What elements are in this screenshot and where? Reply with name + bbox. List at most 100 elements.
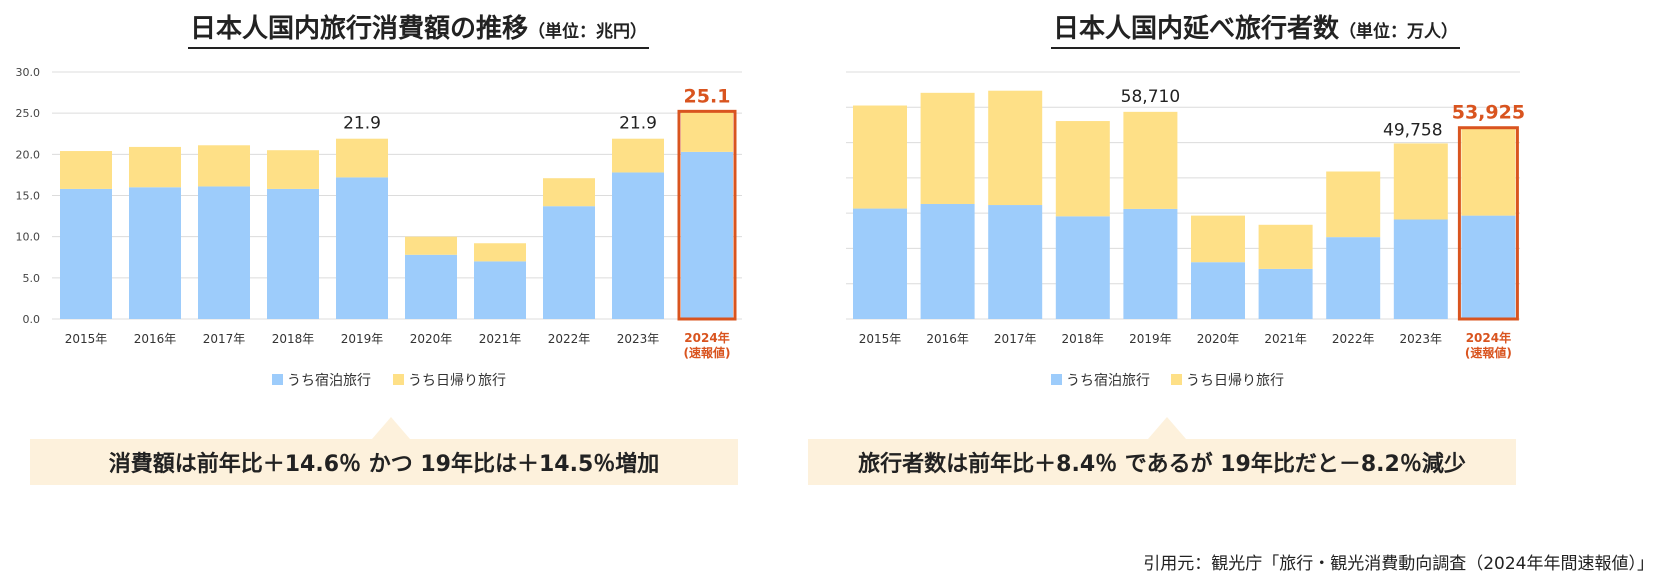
spending-x-tick-label: 2015年: [65, 332, 108, 346]
travelers-x-tick-label: 2015年: [859, 332, 902, 346]
travelers-x-tick-label: 2020年: [1197, 332, 1240, 346]
spending-bar-overnight: [336, 177, 388, 319]
travelers-data-label: 53,925: [1452, 102, 1525, 124]
spending-bar-daytrip: [60, 151, 112, 189]
spending-x-tick-label: 2023年: [617, 332, 660, 346]
travelers-x-tick-label: 2019年: [1129, 332, 1172, 346]
travelers-bar-overnight: [1393, 219, 1448, 319]
travelers-bar-daytrip: [1055, 121, 1110, 217]
travelers-bar-daytrip: [920, 92, 975, 204]
spending-legend-label: うち日帰り旅行: [408, 372, 506, 389]
spending-bar-overnight: [198, 186, 250, 319]
travelers-bar-overnight: [920, 203, 975, 319]
spending-bar-overnight: [405, 254, 457, 319]
spending-bar-daytrip: [405, 236, 457, 255]
spending-y-tick-label: 5.0: [23, 272, 41, 285]
travelers-x-tick-label: 2024年: [1466, 330, 1511, 345]
spending-x-tick-label: 2019年: [341, 332, 384, 346]
travelers-chart-title: 日本人国内延べ旅行者数（単位：万人）: [837, 8, 1674, 49]
travelers-x-tick-label: 2023年: [1400, 332, 1443, 346]
spending-title-unit: （単位：兆円）: [528, 22, 647, 42]
travelers-legend-label: うち日帰り旅行: [1186, 372, 1284, 389]
spending-chart-title: 日本人国内旅行消費額の推移（単位：兆円）: [0, 8, 837, 49]
travelers-bar-daytrip: [988, 90, 1043, 206]
spending-bar-overnight: [543, 206, 595, 319]
spending-y-tick-label: 15.0: [16, 190, 41, 203]
travelers-bar-overnight: [1326, 237, 1381, 319]
spending-panel: 日本人国内旅行消費額の推移（単位：兆円） 0.0 5.0 10.0 15.0 20.0 2…: [0, 8, 837, 485]
travelers-x-tick-label: 2022年: [1332, 332, 1375, 346]
spending-x-tick-label: (速報値): [684, 345, 731, 360]
travelers-bar-daytrip: [1326, 171, 1381, 238]
travelers-x-tick-label: 2018年: [1062, 332, 1105, 346]
travelers-bar-overnight: [1123, 208, 1178, 319]
travelers-x-tick-label: 2017年: [994, 332, 1037, 346]
travelers-title-unit: （単位：万人）: [1339, 22, 1458, 42]
travelers-bar-overnight: [1055, 216, 1110, 319]
spending-bar-daytrip: [612, 138, 664, 173]
spending-title-text: 日本人国内旅行消費額の推移: [189, 14, 528, 44]
travelers-legend-swatch-daytrip: [1171, 374, 1182, 385]
spending-bar-daytrip: [129, 146, 181, 188]
travelers-bar-overnight: [988, 205, 1043, 319]
spending-x-tick-label: 2020年: [410, 332, 453, 346]
spending-bar-overnight: [267, 188, 319, 319]
travelers-bar-chart: 010,00020,00030,00040,00050,00060,00070,…: [846, 71, 1525, 389]
spending-y-tick-label: 30.0: [16, 66, 41, 79]
travelers-highlight-frame: [1457, 126, 1519, 321]
spending-bar-daytrip: [198, 145, 250, 187]
spending-data-label: 21.9: [619, 114, 657, 134]
spending-bar-overnight: [612, 172, 664, 319]
spending-bar-daytrip: [543, 178, 595, 207]
spending-legend-label: うち宿泊旅行: [287, 372, 371, 389]
spending-data-label: 21.9: [343, 114, 381, 134]
travelers-callout-notch: [1148, 417, 1186, 439]
spending-bar-daytrip: [267, 150, 319, 189]
travelers-legend-swatch-overnight: [1051, 374, 1062, 385]
travelers-bar-overnight: [1461, 215, 1516, 319]
spending-callout-notch: [372, 417, 410, 439]
source-citation: 引用元：観光庁「旅行・観光消費動向調査（2024年年間速報値）」: [1143, 554, 1654, 574]
spending-highlight-frame: [677, 109, 737, 321]
travelers-bar-daytrip: [853, 105, 907, 209]
travelers-legend-label: うち宿泊旅行: [1066, 372, 1150, 389]
spending-bar-daytrip: [474, 243, 526, 262]
travelers-bar-daytrip: [1461, 128, 1516, 216]
spending-x-tick-label: 2021年: [479, 332, 522, 346]
spending-bar-overnight: [681, 151, 733, 319]
spending-bar-overnight: [60, 188, 112, 319]
spending-bar-chart: 0.0 5.0 10.0 15.0 20.0 25.0 30.0 2015年 2016年 2017…: [16, 66, 742, 389]
spending-x-tick-label: 2024年: [684, 330, 729, 345]
travelers-bar-daytrip: [1191, 215, 1245, 263]
spending-bar-daytrip: [681, 112, 733, 152]
spending-data-label: 25.1: [684, 85, 731, 107]
travelers-x-tick-label: (速報値): [1465, 345, 1512, 360]
spending-y-tick-label: 10.0: [16, 231, 41, 244]
spending-x-tick-label: 2016年: [134, 332, 177, 346]
travelers-x-tick-label: 2021年: [1264, 332, 1307, 346]
spending-x-tick-label: 2018年: [272, 332, 315, 346]
travelers-bar-overnight: [1191, 262, 1245, 319]
travelers-bar-overnight: [853, 208, 907, 319]
travelers-panel: 日本人国内延べ旅行者数（単位：万人） 010,00020,00030,00040…: [808, 0, 1674, 586]
travelers-x-tick-label: 2016年: [926, 332, 969, 346]
travelers-data-label: 49,758: [1383, 120, 1442, 140]
spending-bar-daytrip: [336, 138, 388, 178]
spending-x-tick-label: 2022年: [548, 332, 591, 346]
travelers-bar-daytrip: [1123, 111, 1178, 209]
travelers-bar-daytrip: [1393, 143, 1448, 220]
travelers-bar-daytrip: [1258, 224, 1313, 269]
spending-x-tick-label: 2017年: [203, 332, 246, 346]
spending-legend-swatch-daytrip: [393, 374, 404, 385]
spending-bar-overnight: [474, 261, 526, 319]
spending-y-tick-label: 20.0: [16, 148, 41, 161]
spending-bar-overnight: [129, 187, 181, 319]
spending-legend-swatch-overnight: [272, 374, 283, 385]
spending-y-tick-label: 25.0: [16, 107, 41, 120]
travelers-data-label: 58,710: [1121, 87, 1180, 107]
travelers-bar-overnight: [1258, 268, 1313, 319]
travelers-title-text: 日本人国内延べ旅行者数: [1052, 14, 1339, 44]
spending-y-tick-label: 0.0: [23, 313, 41, 326]
spending-callout-text: 消費額は前年比＋14.6％ かつ 19年比は＋14.5％増加: [30, 439, 738, 485]
travelers-callout-text: 旅行者数は前年比＋8.4％ であるが 19年比だと－8.2％減少: [808, 439, 1516, 485]
